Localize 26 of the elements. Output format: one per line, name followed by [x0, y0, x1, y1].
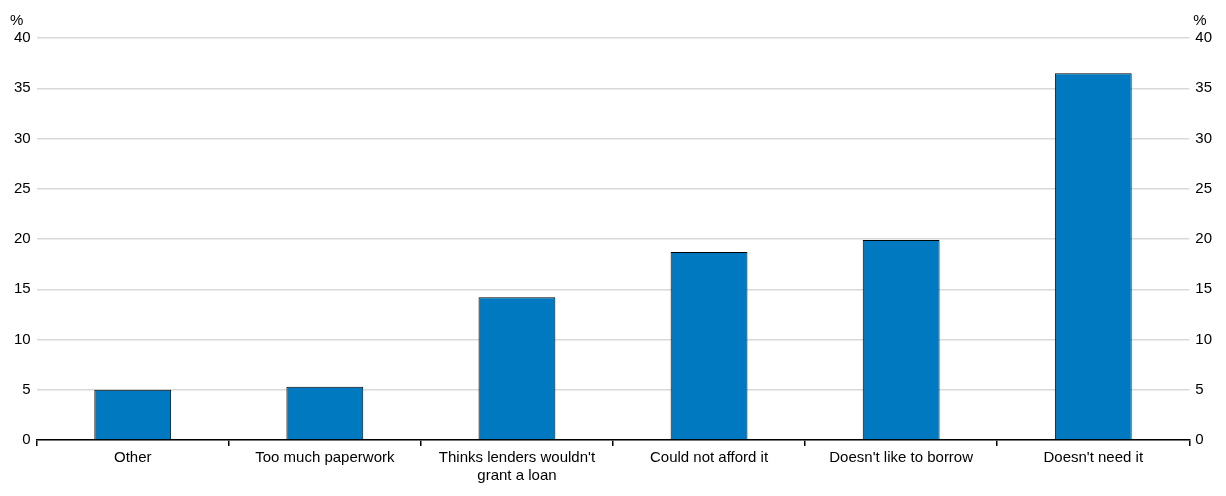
y-tick-label: 15 [14, 279, 31, 297]
y-tick-label: 5 [22, 379, 31, 397]
y-tick-label: 30 [14, 128, 31, 146]
y-tick-label: 35 [14, 78, 31, 96]
y-tick-label: 40 [14, 28, 31, 46]
y-tick-label: 10 [14, 329, 31, 347]
x-tick-label: Other [113, 448, 152, 466]
y2-tick-label: 10 [1195, 329, 1212, 347]
y2-tick-label: 20 [1195, 229, 1212, 247]
y2-tick-label: 40 [1195, 28, 1212, 46]
x-tick-label: Thinks lenders wouldn't grant a loan [438, 448, 596, 484]
y2-tick-label: 30 [1195, 128, 1212, 146]
y2-tick-label: 0 [1195, 430, 1204, 448]
y-tick-label: 20 [14, 229, 31, 247]
y2-axis-title: % [1193, 10, 1207, 28]
x-tick-label: Too much paperwork [255, 448, 395, 466]
y-tick-label: 0 [22, 430, 31, 448]
x-tick-label: Doesn't need it [1043, 448, 1144, 466]
y-axis-title: % [10, 10, 24, 28]
y-tick-label: 25 [14, 178, 31, 196]
x-tick-label: Could not afford it [649, 448, 769, 466]
y2-tick-label: 15 [1195, 279, 1212, 297]
x-tick-label: Doesn't like to borrow [829, 448, 974, 466]
y2-tick-label: 5 [1195, 379, 1204, 397]
y2-tick-label: 25 [1195, 178, 1212, 196]
y2-tick-label: 35 [1195, 78, 1212, 96]
